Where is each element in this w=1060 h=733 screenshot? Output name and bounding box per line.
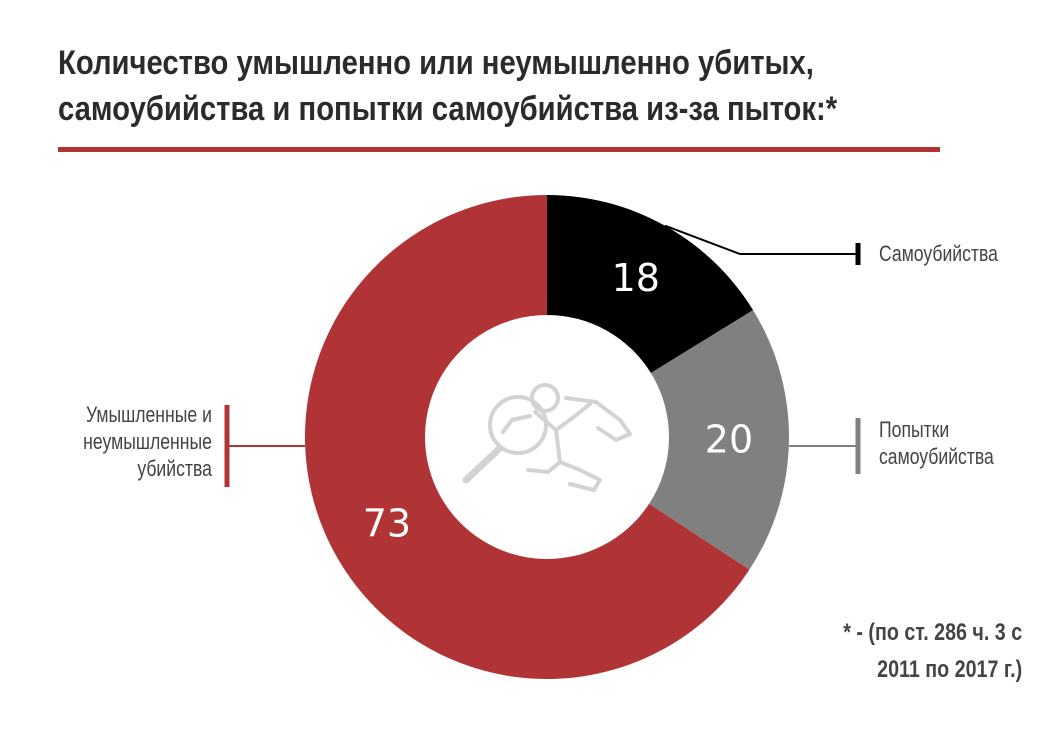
legend-label-popytki: Попытки самоубийства — [879, 416, 994, 470]
leader-line-samoubiystva — [664, 224, 858, 255]
legend-umysh-line-1: Умышленные и — [86, 402, 212, 427]
chart-title-line-2: самоубийства и попытки самоубийства из-з… — [58, 90, 838, 128]
value-label-samoubiystva: 18 — [612, 256, 660, 300]
legend-pop-line-1: Попытки — [879, 417, 950, 442]
slice-popytki — [649, 310, 789, 570]
legend-label-samoubiystva: Самоубийства — [879, 240, 998, 267]
donut-value-labels: 18 20 73 — [363, 256, 753, 545]
slice-samoubiystva — [547, 195, 754, 374]
value-label-popytki: 20 — [705, 418, 753, 462]
legend-umysh-line-3: убийства — [137, 456, 212, 481]
crime-scene-magnifier-icon — [462, 383, 632, 492]
legend-samo-line-1: Самоубийства — [879, 241, 998, 266]
donut-slices — [305, 195, 789, 680]
legend-label-umyshlennye: Умышленные и неумышленные убийства — [83, 401, 212, 482]
title-underline — [58, 147, 940, 152]
legend-umysh-line-2: неумышленные — [83, 429, 212, 454]
legend-pop-line-2: самоубийства — [879, 444, 994, 469]
footnote-line-1: * - (по ст. 286 ч. 3 с — [843, 619, 1022, 646]
slice-umyshlennye — [305, 195, 750, 680]
value-label-umyshlennye: 73 — [363, 502, 411, 546]
chart-title-line-1: Количество умышленно или неумышленно уби… — [58, 44, 814, 82]
legend-leader-lines — [224, 224, 861, 487]
footnote: * - (по ст. 286 ч. 3 с 2011 по 2017 г.) — [843, 614, 1022, 688]
chart-title: Количество умышленно или неумышленно уби… — [58, 40, 884, 132]
footnote-line-2: 2011 по 2017 г.) — [876, 656, 1022, 683]
